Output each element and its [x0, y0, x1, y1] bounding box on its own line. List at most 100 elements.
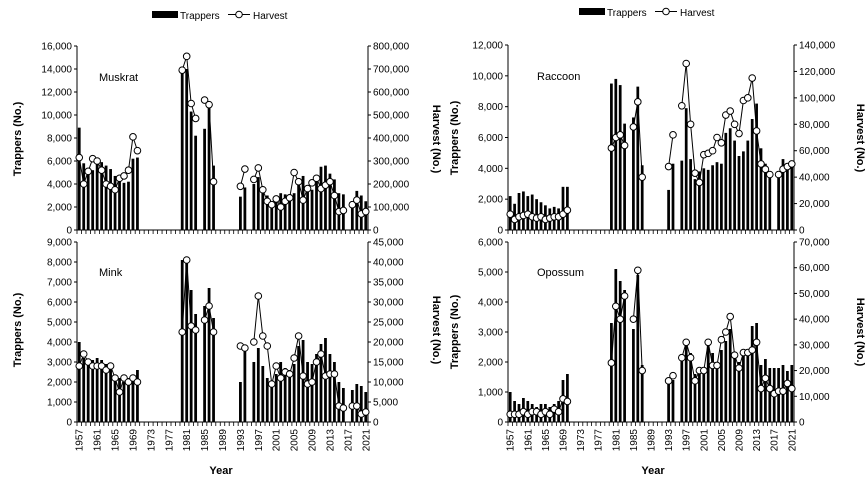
opossum-harvest-point [722, 328, 730, 336]
raccoon-harvest-point [638, 173, 647, 181]
muskrat-trappers-bar [203, 128, 206, 230]
opossum-trappers-bar [733, 353, 736, 422]
muskrat-harvest-point [209, 177, 218, 186]
opossum-x-tick-label: 1993 [664, 429, 675, 452]
mink-harvest-point [276, 374, 285, 382]
mink-trappers-bar [189, 290, 193, 422]
opossum-x-tick-label: 2009 [735, 429, 746, 452]
mink-harvest-point [200, 316, 209, 324]
muskrat-harvest-point [120, 172, 128, 180]
mink-x-tick-label: 1961 [93, 429, 104, 452]
opossum-y-right-tick-label: 40,000 [799, 315, 830, 326]
mink-y-left-tick-label: 6,000 [47, 298, 72, 309]
raccoon-harvest-point [744, 94, 752, 102]
opossum-x-tick-label: 2005 [717, 429, 728, 452]
mink-x-tick-label: 2001 [272, 429, 283, 452]
opossum-y-left-tick-label: 2,000 [478, 358, 503, 369]
mink-harvest-point [250, 338, 258, 346]
raccoon-harvest-line [637, 101, 643, 178]
opossum-x-tick-label: 2013 [752, 429, 763, 452]
mink-y-left-tick-label: 2,000 [47, 378, 72, 389]
mink-harvest-point [263, 342, 272, 350]
raccoon-trappers-bar [530, 194, 534, 230]
mink-y-right-tick-label: 35,000 [373, 278, 404, 289]
mink-trappers-bar [292, 364, 296, 422]
muskrat-trappers-bar [189, 111, 193, 230]
legend-harvest-label: Harvest [253, 11, 288, 22]
mink-harvest-point [294, 332, 303, 340]
opossum-y-left-tick-label: 3,000 [478, 328, 503, 339]
opossum-harvest-line [632, 270, 639, 320]
muskrat-trappers-bar [265, 195, 269, 230]
opossum-harvest-point [563, 397, 572, 406]
mink-harvest-point [267, 380, 276, 388]
opossum-harvest-point [766, 384, 774, 393]
opossum-harvest-point [638, 366, 647, 375]
muskrat-trappers-bar [212, 165, 215, 230]
raccoon-trappers-bar [632, 117, 635, 230]
raccoon-harvest-point [761, 165, 770, 174]
muskrat-y-left-tick-label: 12,000 [41, 88, 72, 99]
mink-trappers-bar [337, 382, 341, 422]
muskrat-harvest-point [84, 167, 92, 176]
opossum-trappers-bar [786, 371, 789, 422]
opossum-y-left-tick-label: 4,000 [478, 298, 503, 309]
opossum-harvest-point [682, 338, 691, 347]
raccoon-harvest-line [668, 134, 674, 167]
mink-harvest-line [257, 295, 264, 337]
mink-y-left-tick-label: 8,000 [47, 258, 72, 269]
muskrat-trappers-bar [283, 194, 287, 230]
mink-trappers-bar [359, 386, 363, 422]
opossum-y-right-tick-label: 0 [799, 418, 805, 429]
mink-x-tick-label: 1997 [254, 429, 265, 452]
legend-harvest-marker [662, 7, 670, 16]
mink-harvest-point [299, 372, 307, 380]
raccoon-harvest-line [681, 63, 687, 106]
raccoon-harvest-line [720, 114, 727, 143]
mink-y-right-tick-label: 25,000 [373, 318, 404, 329]
raccoon-y-left-tick-label: 10,000 [472, 71, 503, 82]
raccoon-harvest-point [757, 160, 765, 168]
raccoon-trappers-bar [733, 140, 736, 230]
muskrat-trappers-bar [86, 173, 90, 230]
raccoon-trappers-bar [517, 193, 521, 230]
muskrat-harvest-point [308, 179, 316, 187]
mink-harvest-point [115, 388, 124, 396]
legend-harvest-label: Harvest [680, 8, 715, 19]
opossum-harvest-line [729, 316, 736, 356]
mink-trappers-bar [118, 378, 121, 422]
muskrat-y-left-tick-label: 2,000 [47, 203, 72, 214]
opossum-harvest-line [707, 342, 714, 366]
raccoon-y-left-tick-label: 8,000 [478, 102, 503, 113]
opossum-trappers-bar [614, 269, 618, 422]
mink-harvest-point [330, 370, 339, 378]
opossum-harvest-line [619, 295, 626, 320]
raccoon-harvest-point [682, 59, 691, 68]
muskrat-trappers-bar [310, 189, 314, 230]
opossum-trappers-bar [706, 344, 710, 422]
raccoon-y-left-tick-label: 2,000 [478, 195, 503, 206]
mink-y-left-tick-label: 7,000 [47, 278, 72, 289]
muskrat-panel: 0 2,000 4,000 6,000 8,000 10,000 12,000 14,000 1… [41, 42, 409, 237]
muskrat-harvest-point [124, 166, 133, 174]
opossum-harvest-point [717, 335, 726, 344]
mink-harvest-point [290, 354, 298, 362]
mink-x-tick-label: 1993 [236, 429, 247, 452]
muskrat-trappers-bar [180, 71, 184, 230]
mink-x-tick-label: 2021 [361, 429, 372, 452]
mink-trappers-bar [127, 378, 130, 422]
opossum-trappers-bar [680, 356, 684, 422]
legend-trappers-swatch [579, 8, 605, 15]
mink-y-right-tick-label: 0 [373, 418, 379, 429]
raccoon-trappers-bar [764, 163, 767, 230]
mink-harvest-point [75, 362, 84, 370]
raccoon-trappers-bar [737, 156, 741, 230]
left-x-title: Year [209, 465, 233, 477]
opossum-x-tick-label: 1965 [541, 429, 552, 452]
mink-trappers-bar [310, 364, 314, 422]
mink-harvest-line [208, 305, 215, 333]
raccoon-trappers-bar [667, 189, 670, 230]
mink-y-left-tick-label: 9,000 [47, 238, 72, 249]
muskrat-trappers-bar [315, 175, 318, 230]
opossum-harvest-point [634, 266, 642, 275]
